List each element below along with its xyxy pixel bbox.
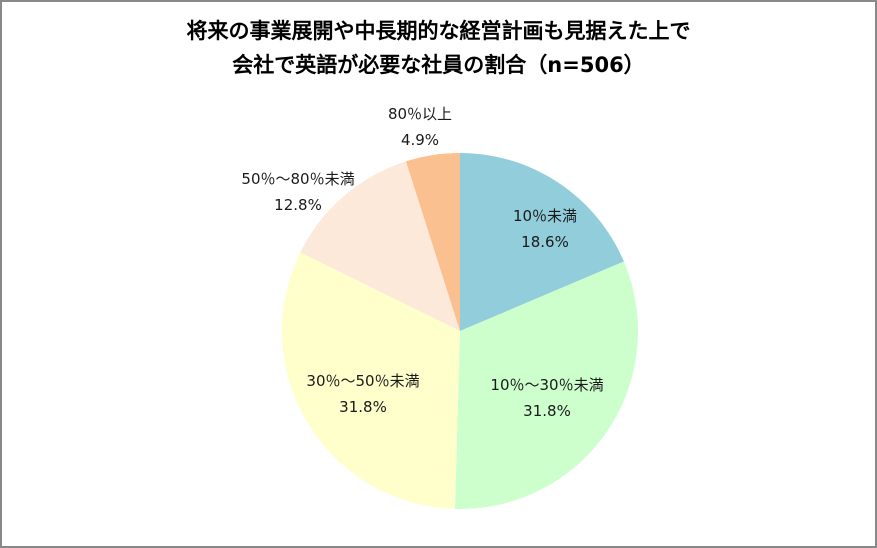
pie-slice-0	[460, 153, 624, 331]
pie-slice-3	[300, 161, 460, 331]
data-label-slice-3: 50％～80％未満 12.8%	[213, 166, 383, 218]
chart-title-line-2: 会社で英語が必要な社員の割合（n=506）	[232, 53, 645, 77]
pie-slice-1	[454, 261, 638, 509]
slice-value: 31.8%	[523, 402, 571, 420]
pie-slice-4	[406, 153, 460, 331]
slice-value: 12.8%	[274, 196, 322, 214]
pie-slices	[282, 153, 638, 509]
slice-category: 50％～80％未満	[241, 170, 355, 188]
slice-category: 10％～30％未満	[490, 376, 604, 394]
slice-category: 30％～50％未満	[306, 372, 420, 390]
slice-category: 80％以上	[387, 105, 453, 123]
data-label-slice-4: 80％以上 4.9%	[365, 101, 475, 153]
slice-value: 4.9%	[400, 131, 440, 149]
data-label-slice-0: 10％未満 18.6%	[470, 203, 620, 255]
slice-value: 31.8%	[339, 398, 387, 416]
data-label-slice-1: 10％～30％未満 31.8%	[462, 372, 632, 424]
slice-category: 10％未満	[512, 207, 578, 225]
pie-slice-2	[282, 252, 460, 509]
slice-value: 18.6%	[521, 233, 569, 251]
chart-title-line-1: 将来の事業展開や中長期的な経営計画も見据えた上で	[186, 19, 691, 43]
data-label-slice-2: 30％～50％未満 31.8%	[278, 368, 448, 420]
chart-title: 将来の事業展開や中長期的な経営計画も見据えた上で 会社で英語が必要な社員の割合（…	[0, 14, 877, 82]
